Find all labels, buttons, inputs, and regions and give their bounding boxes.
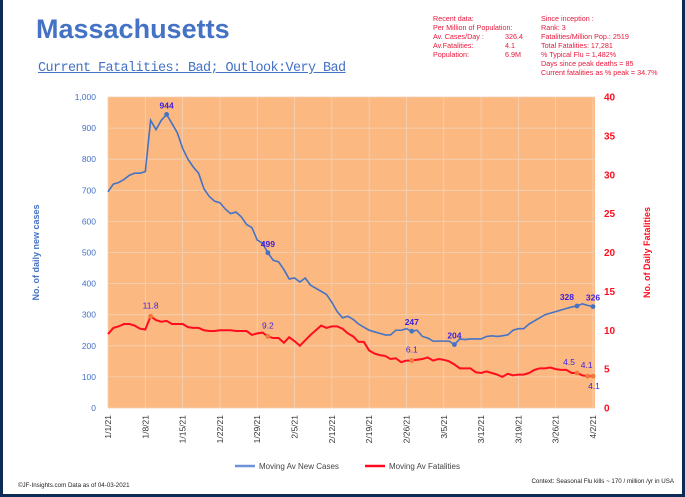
x-axis-tick-label: 2/12/21: [327, 415, 337, 444]
right-axis-tick-label: 25: [604, 209, 616, 220]
stat-value: 6.9M: [505, 50, 521, 59]
fatalities-data-label: 9.2: [262, 320, 274, 330]
x-axis-tick-label: 1/15/21: [178, 415, 188, 444]
left-axis-tick-label: 300: [82, 310, 96, 320]
page-title: Massachusetts: [36, 14, 230, 44]
left-axis-tick-label: 0: [91, 403, 96, 413]
right-axis-tick-label: 5: [604, 365, 610, 376]
left-axis-title: No. of daily new cases: [31, 204, 41, 300]
inception-line: % Typical Flu = 1,482%: [541, 50, 617, 59]
footer-source: ©JF-Insights.com Data as of 04-03-2021: [18, 482, 130, 489]
stat-label: Population:: [433, 50, 469, 59]
recent-heading: Recent data:: [433, 14, 474, 23]
x-axis-tick-label: 1/22/21: [215, 415, 225, 444]
fatalities-data-label: 11.8: [143, 300, 159, 310]
fatalities-data-label: 4.1: [581, 360, 593, 370]
footer-context: Context: Seasonal Flu kills ~ 170 / mill…: [531, 478, 674, 485]
left-axis-tick-label: 100: [82, 372, 96, 382]
stat-value: 326.4: [505, 32, 523, 41]
x-axis-tick-label: 1/29/21: [252, 415, 262, 444]
left-axis-tick-label: 500: [82, 248, 96, 258]
cases-data-point: [590, 304, 596, 310]
right-axis-tick-label: 0: [604, 404, 610, 415]
fatalities-data-point: [585, 373, 591, 379]
recent-row-population: Population: 6.9M: [433, 50, 538, 59]
x-axis-tick-label: 1/1/21: [103, 415, 113, 439]
recent-data-panel: Recent data: Per Million of Population: …: [433, 14, 538, 59]
legend-fatalities-label: Moving Av Fatalities: [389, 462, 460, 471]
right-axis-tick-label: 10: [604, 326, 616, 337]
inception-line: Current fatalities as % peak = 34.7%: [541, 68, 658, 77]
right-axis-tick-label: 15: [604, 287, 616, 298]
fatalities-data-label: 4.5: [563, 357, 575, 367]
left-axis-tick-label: 600: [82, 216, 96, 226]
inception-line: Fatalities/Million Pop.: 2519: [541, 32, 629, 41]
inception-panel: Since inception : Rank: 3 Fatalities/Mil…: [541, 14, 657, 77]
fatalities-data-point: [590, 373, 596, 379]
right-axis-tick-label: 30: [604, 170, 616, 181]
fatalities-data-point: [148, 313, 154, 319]
stat-label: Av. Cases/Day :: [433, 32, 484, 41]
inception-heading: Since inception :: [541, 14, 594, 23]
cases-data-point: [452, 342, 457, 347]
cases-data-label: 499: [261, 239, 275, 249]
cases-data-point: [409, 328, 415, 334]
right-axis-title: No. of Daily Fatalities: [642, 207, 652, 298]
x-axis-tick-label: 3/12/21: [476, 415, 486, 444]
cases-data-label: 326: [586, 293, 600, 303]
fatalities-data-label: 6.1: [406, 345, 418, 355]
cases-data-point: [265, 250, 271, 256]
recent-row-fatalities: Av.Fatalities: 4.1: [433, 41, 538, 50]
inception-line: Rank: 3: [541, 23, 566, 32]
cases-data-point: [574, 303, 580, 309]
x-axis-tick-label: 4/2/21: [588, 415, 598, 439]
x-axis-tick-label: 3/26/21: [551, 415, 561, 444]
x-axis-tick-label: 2/5/21: [290, 415, 300, 439]
left-axis-tick-label: 700: [82, 185, 96, 195]
cases-data-label: 204: [447, 331, 461, 341]
left-axis-tick-label: 1,000: [75, 92, 97, 102]
cases-line: [107, 113, 594, 346]
legend-cases-label: Moving Av New Cases: [259, 462, 339, 471]
inception-line: Days since peak deaths = 85: [541, 59, 634, 68]
fatalities-line: [107, 314, 593, 379]
left-axis-tick-label: 900: [82, 123, 96, 133]
left-axis-tick-label: 400: [82, 279, 96, 289]
x-axis-tick-label: 1/8/21: [140, 415, 150, 439]
chart-svg: 0 100 200 300 400 500 600 700 800 900 1,000 0 5 10 15 2…: [31, 92, 652, 471]
cases-data-label: 247: [405, 317, 419, 327]
right-axis-tick-label: 35: [604, 131, 616, 142]
inception-line: Total Fatalities: 17,281: [541, 41, 613, 50]
x-axis-tick-label: 2/19/21: [364, 415, 374, 444]
cases-data-label: 944: [160, 100, 174, 110]
left-axis-tick-label: 200: [82, 341, 96, 351]
stat-label: Av.Fatalities:: [433, 41, 474, 50]
recent-row-cases: Av. Cases/Day : 326.4: [433, 32, 538, 41]
fatalities-data-label: 4.1: [588, 381, 600, 391]
fatalities-data-point: [409, 358, 415, 363]
fatalities-data-point: [574, 370, 580, 376]
right-axis-tick-label: 40: [604, 93, 616, 104]
outlook-subtitle: Current Fatalities: Bad; Outlook:Very Ba…: [38, 61, 346, 76]
recent-subheading: Per Million of Population:: [433, 23, 513, 32]
right-axis-tick-label: 20: [604, 248, 616, 259]
x-axis-tick-label: 2/26/21: [401, 415, 411, 444]
fatalities-data-point: [265, 334, 271, 339]
x-axis-tick-label: 3/19/21: [513, 415, 523, 444]
cases-data-label: 328: [560, 292, 574, 302]
x-axis-tick-label: 3/5/21: [439, 415, 449, 439]
left-axis-tick-label: 800: [82, 154, 96, 164]
stat-value: 4.1: [505, 41, 515, 50]
cases-data-point: [164, 112, 170, 117]
